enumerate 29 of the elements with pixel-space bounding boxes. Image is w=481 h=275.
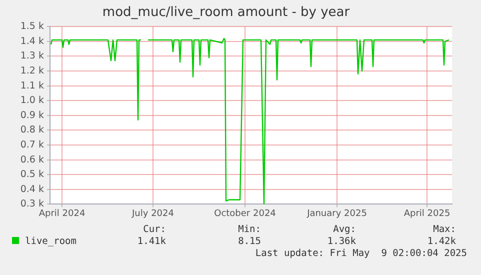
y-tick-label: 1.5 k [20,21,44,32]
y-tick-label: 1.0 k [20,95,44,106]
y-tick-label: 0.3 k [20,198,44,210]
x-tick-label: January 2025 [306,208,367,219]
y-tick-label: 0.7 k [20,139,44,150]
text: 1.42k [427,236,456,247]
x-tick-label: April 2024 [38,208,86,219]
y-tick-label: 0.8 k [20,124,44,136]
y-tick-label: 1.4 k [20,36,44,47]
legend-label: live_room [24,236,76,247]
text: Last update: Fri May 9 02:00:04 2025 [255,248,467,259]
y-tick-label: 1.2 k [20,65,44,76]
x-tick-label: July 2024 [131,208,174,219]
y-tick-label: 0.5 k [20,169,44,180]
x-tick-label: April 2025 [404,208,450,219]
text: Min: [238,224,261,235]
text: 8.15 [238,236,261,247]
y-tick-label: 0.4 k [20,184,44,195]
y-tick-label: 0.6 k [20,154,44,166]
y-tick-label: 1.3 k [20,50,44,62]
x-tick-label: October 2024 [214,208,276,219]
text: Cur: [143,224,166,235]
text: 1.36k [327,236,356,247]
text: Max: [433,224,456,235]
text: 1.41k [137,236,166,247]
y-tick-label: 0.9 k [20,110,44,121]
y-tick-label: 1.1 k [20,80,44,92]
chart-title: mod_muc/live_room amount - by year [102,5,350,20]
text: Avg: [333,224,356,235]
